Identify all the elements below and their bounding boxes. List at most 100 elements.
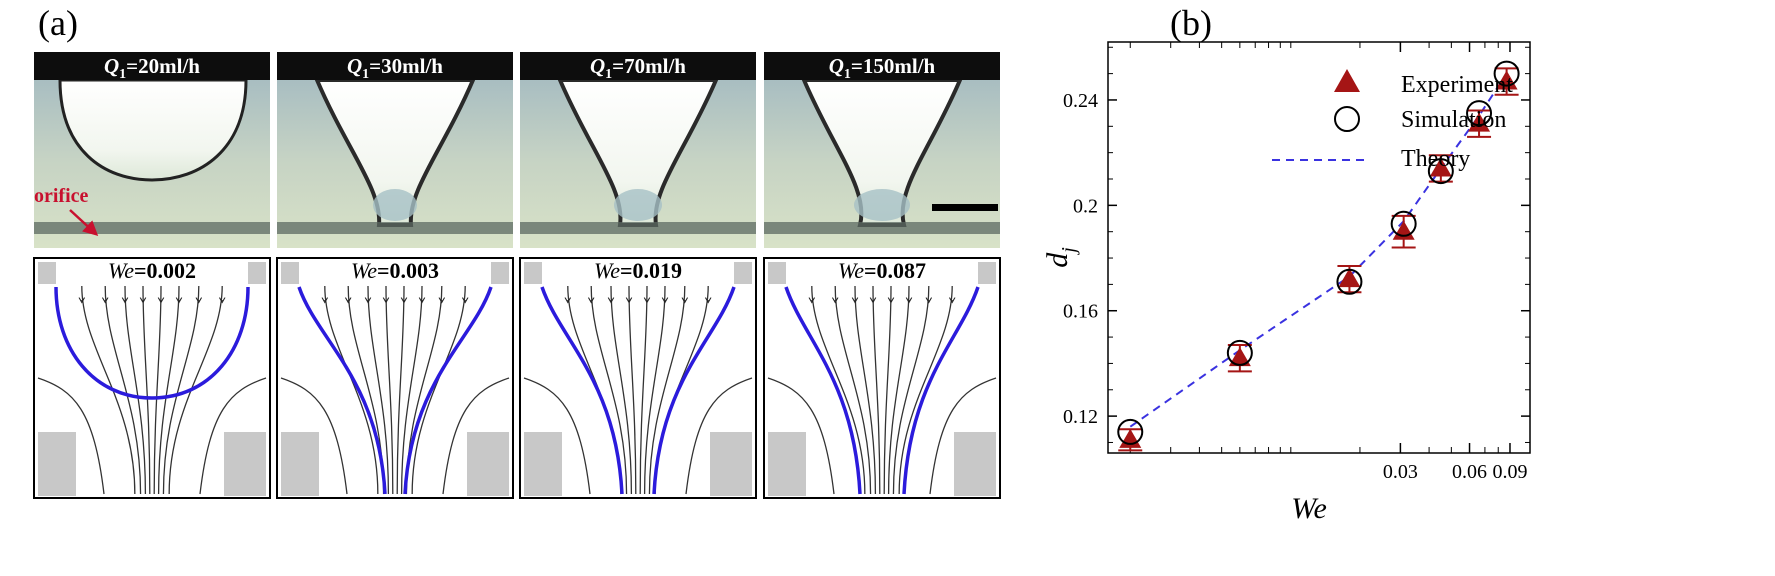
orifice-wall-left (524, 432, 562, 496)
streamline (104, 285, 142, 495)
streamline (142, 285, 151, 495)
interface-line-left (540, 286, 624, 495)
jet-neck (854, 189, 910, 221)
x-tick-label: 0.06 (1452, 461, 1487, 483)
jet-neck (614, 189, 662, 221)
panel-a-label: (a) (38, 3, 78, 43)
simulation-point (1466, 100, 1493, 127)
label-backdrop (586, 259, 692, 281)
nozzle-wall-left (281, 262, 299, 284)
experiment-point (1119, 428, 1142, 448)
label-backdrop (830, 259, 936, 281)
interface-line-right (652, 286, 736, 495)
orifice-wall-right (467, 432, 509, 496)
panel-1: Q1=20ml/h We=0.002 (33, 52, 271, 499)
streamline-side (280, 377, 348, 495)
streamline (162, 285, 200, 495)
photo-3: Q1=70ml/h (520, 52, 756, 248)
x-tick-label: 0.03 (1383, 461, 1418, 483)
streamline (396, 285, 405, 495)
simulation-point (1336, 268, 1363, 295)
panel-b-label: (b) (1170, 3, 1212, 43)
photo-4: Q1=150ml/h (764, 52, 1000, 248)
simulation-point (1427, 158, 1454, 185)
streamline (628, 285, 637, 495)
nozzle-bar (277, 52, 513, 80)
streamline-side (523, 377, 591, 495)
label-backdrop (343, 259, 449, 281)
streamline (887, 285, 910, 495)
streamline (872, 285, 881, 495)
streamline (811, 285, 866, 495)
jet-neck (373, 189, 417, 221)
streamline (124, 285, 147, 495)
experiment-point (1429, 157, 1452, 177)
orifice-wall-left (38, 432, 76, 496)
weber-label: We=0.087 (838, 258, 926, 283)
panel-a-figure: Q1=20ml/h We=0.002 Q1=30ml/h We=0.003 Q1=70m… (33, 52, 1001, 499)
orifice-wall-right (954, 432, 996, 496)
orifice-wall-right (224, 432, 266, 496)
streamline (81, 285, 136, 495)
photo-2: Q1=30ml/h (277, 52, 513, 248)
streamline (157, 285, 180, 495)
streamline (834, 285, 872, 495)
y-tick-label: 0.12 (1063, 406, 1098, 428)
x-tick-label: 0.09 (1492, 461, 1527, 483)
nozzle-bar (34, 52, 270, 80)
nozzle-wall-left (524, 262, 542, 284)
simulation-2: We=0.003 (276, 257, 514, 499)
streamline (168, 285, 223, 495)
simulation-4: We=0.087 (763, 257, 1001, 499)
y-tick-label: 0.2 (1073, 195, 1098, 217)
nozzle-wall-right (248, 262, 266, 284)
streamline (400, 285, 423, 495)
orifice-plate (764, 222, 1000, 234)
legend-theory-label: Theory (1401, 146, 1470, 172)
legend-experiment-marker (1334, 69, 1360, 92)
interface-line-right (902, 286, 980, 495)
orifice-wall-right (710, 432, 752, 496)
nozzle-wall-right (978, 262, 996, 284)
streamline-side (685, 377, 753, 495)
photo-1: Q1=20ml/h (34, 52, 270, 248)
nozzle-wall-left (768, 262, 786, 284)
y-axis-label: dj (1041, 247, 1080, 268)
x-axis-label: We (1291, 492, 1327, 525)
droplet-shape (58, 78, 248, 182)
streamline (898, 285, 953, 495)
y-tick-label: 0.24 (1063, 90, 1098, 112)
nozzle-wall-right (734, 262, 752, 284)
label-backdrop (100, 259, 206, 281)
experiment-point (1338, 268, 1361, 288)
legend-experiment-label: Experiment (1401, 72, 1513, 98)
streamline-side (442, 377, 510, 495)
streamline (610, 285, 633, 495)
streamline (367, 285, 390, 495)
interface-line (54, 286, 250, 400)
simulation-1: We=0.002 (33, 257, 271, 499)
streamline (153, 285, 162, 495)
streamline-side (37, 377, 105, 495)
weber-label: We=0.002 (108, 258, 196, 283)
scale-bar (932, 204, 998, 211)
experiment-point (1468, 112, 1491, 132)
weber-label: We=0.003 (351, 258, 439, 283)
y-tick-label: 0.16 (1063, 301, 1098, 323)
streamline-side (767, 377, 835, 495)
interface-line-right (403, 286, 493, 495)
legend-simulation-marker (1334, 106, 1360, 132)
interface-line-left (784, 286, 862, 495)
panel-4: Q1=150ml/h We=0.087 (763, 52, 1001, 499)
legend-simulation-label: Simulation (1401, 107, 1506, 133)
experiment-point (1392, 220, 1415, 240)
nozzle-wall-right (491, 262, 509, 284)
streamline-side (929, 377, 997, 495)
nozzle-bar (764, 52, 1000, 80)
weber-label: We=0.019 (594, 258, 682, 283)
simulation-point (1390, 210, 1417, 237)
streamline (854, 285, 877, 495)
flow-rate-label: Q1=70ml/h (590, 54, 686, 82)
panel-3: Q1=70ml/h We=0.019 (519, 52, 757, 499)
simulation-point (1117, 418, 1144, 445)
